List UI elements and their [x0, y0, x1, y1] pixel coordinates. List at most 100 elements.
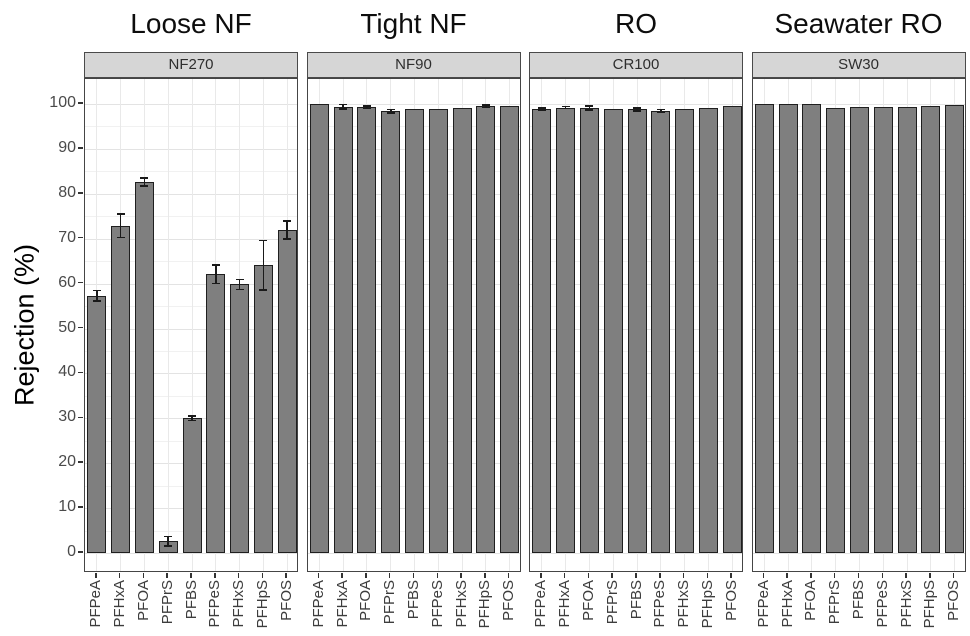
x-tick-label: PFOS: [722, 580, 740, 621]
y-tick-label: 40: [58, 363, 76, 381]
error-bar: [286, 221, 288, 240]
error-bar-cap-bottom: [259, 289, 268, 291]
bar: [87, 295, 107, 553]
bar: [253, 265, 273, 553]
bar: [945, 105, 965, 553]
x-tick-mark: [341, 572, 343, 578]
plot-area: [84, 78, 298, 572]
x-tick-label: PFPeS: [428, 580, 446, 628]
x-tick-mark: [682, 572, 685, 578]
error-bar-cap-bottom: [481, 106, 490, 109]
bar: [826, 108, 846, 553]
plot-area: [751, 78, 966, 572]
gridline-major: [530, 553, 742, 554]
x-tick-label: PFPrS: [381, 580, 399, 625]
error-bar-cap-top: [140, 177, 149, 179]
x-tick-label: PFHxS: [675, 580, 693, 628]
error-bar: [262, 240, 265, 290]
gridline-minor: [85, 306, 297, 308]
x-tick-mark: [237, 572, 240, 578]
panel-title: Seawater RO: [774, 8, 943, 39]
x-tick-label: PFHpS: [253, 580, 271, 629]
x-tick-mark: [659, 572, 661, 578]
bar: [778, 104, 798, 553]
y-tick-label: 10: [58, 498, 76, 516]
bar: [698, 107, 718, 553]
bar: [405, 109, 424, 553]
error-bar: [342, 104, 344, 109]
error-bar: [485, 104, 487, 108]
error-bar-cap-top: [362, 104, 371, 107]
error-bar-cap-bottom: [164, 545, 173, 548]
x-tick-mark: [412, 572, 415, 578]
error-bar-cap-top: [116, 213, 125, 215]
bar: [381, 111, 401, 553]
y-tick-mark: [78, 371, 83, 374]
bar: [897, 107, 917, 553]
gridline-minor: [85, 350, 297, 352]
gridline-minor: [85, 171, 297, 173]
gridline-minor: [85, 126, 297, 128]
error-bar-cap-bottom: [235, 288, 244, 291]
error-bar-cap-top: [235, 278, 244, 281]
y-tick-mark: [78, 551, 83, 553]
error-bar: [389, 109, 392, 113]
error-bar-cap-top: [537, 107, 546, 109]
x-tick-mark: [507, 572, 510, 578]
x-tick-label: PFHxS: [230, 580, 248, 628]
gridline-major: [752, 104, 965, 105]
error-bar-cap-bottom: [386, 112, 395, 114]
error-bar-cap-bottom: [140, 185, 149, 187]
error-bar: [119, 214, 122, 238]
y-tick-label: 90: [58, 138, 76, 156]
error-bar: [167, 536, 170, 547]
y-tick-mark: [78, 147, 83, 149]
error-bar: [191, 416, 193, 421]
error-bar: [659, 109, 662, 113]
x-tick-mark: [929, 572, 931, 578]
bar: [182, 418, 202, 553]
x-tick-label: PFHpS: [476, 580, 494, 629]
x-tick-label: PFBS: [627, 580, 645, 620]
bar: [277, 230, 297, 553]
error-bar-cap-top: [561, 105, 570, 108]
bar: [428, 109, 448, 553]
bar: [500, 105, 520, 553]
x-tick-label: PFHxS: [452, 580, 470, 628]
x-tick-mark: [214, 572, 216, 578]
error-bar-cap-bottom: [188, 419, 196, 422]
bar: [675, 108, 695, 553]
strip-label: NF90: [306, 52, 521, 78]
x-tick-mark: [563, 572, 566, 578]
error-bar-cap-top: [386, 108, 395, 111]
bar: [921, 106, 941, 553]
x-tick-label: PFHxA: [333, 580, 351, 628]
plot-area: [306, 78, 521, 572]
error-bar-cap-top: [633, 107, 641, 109]
error-bar: [143, 178, 146, 187]
y-tick-mark: [78, 506, 83, 508]
bar: [476, 106, 496, 553]
x-tick-mark: [587, 572, 590, 578]
x-tick-mark: [261, 572, 264, 578]
x-tick-label: PFPrS: [603, 580, 621, 625]
error-bar-cap-bottom: [339, 108, 348, 110]
bar: [850, 107, 869, 553]
panel: CR100: [529, 52, 743, 572]
x-tick-label: PFPeS: [651, 580, 669, 628]
error-bar-cap-top: [164, 535, 173, 538]
gridline-minor: [85, 261, 297, 263]
error-bar: [588, 106, 591, 110]
error-bar: [564, 106, 567, 109]
panel-title: Loose NF: [130, 8, 252, 39]
x-tick-mark: [635, 572, 637, 578]
bar: [309, 104, 329, 553]
x-tick-label: PFOS: [945, 580, 963, 621]
bar: [111, 225, 131, 553]
x-tick-label: PFPeA: [532, 580, 550, 628]
x-tick-label: PFHxA: [556, 580, 574, 628]
gridline-major: [307, 553, 520, 554]
x-tick-mark: [484, 572, 486, 578]
x-tick-mark: [706, 572, 709, 578]
error-bar-cap-top: [92, 289, 101, 292]
